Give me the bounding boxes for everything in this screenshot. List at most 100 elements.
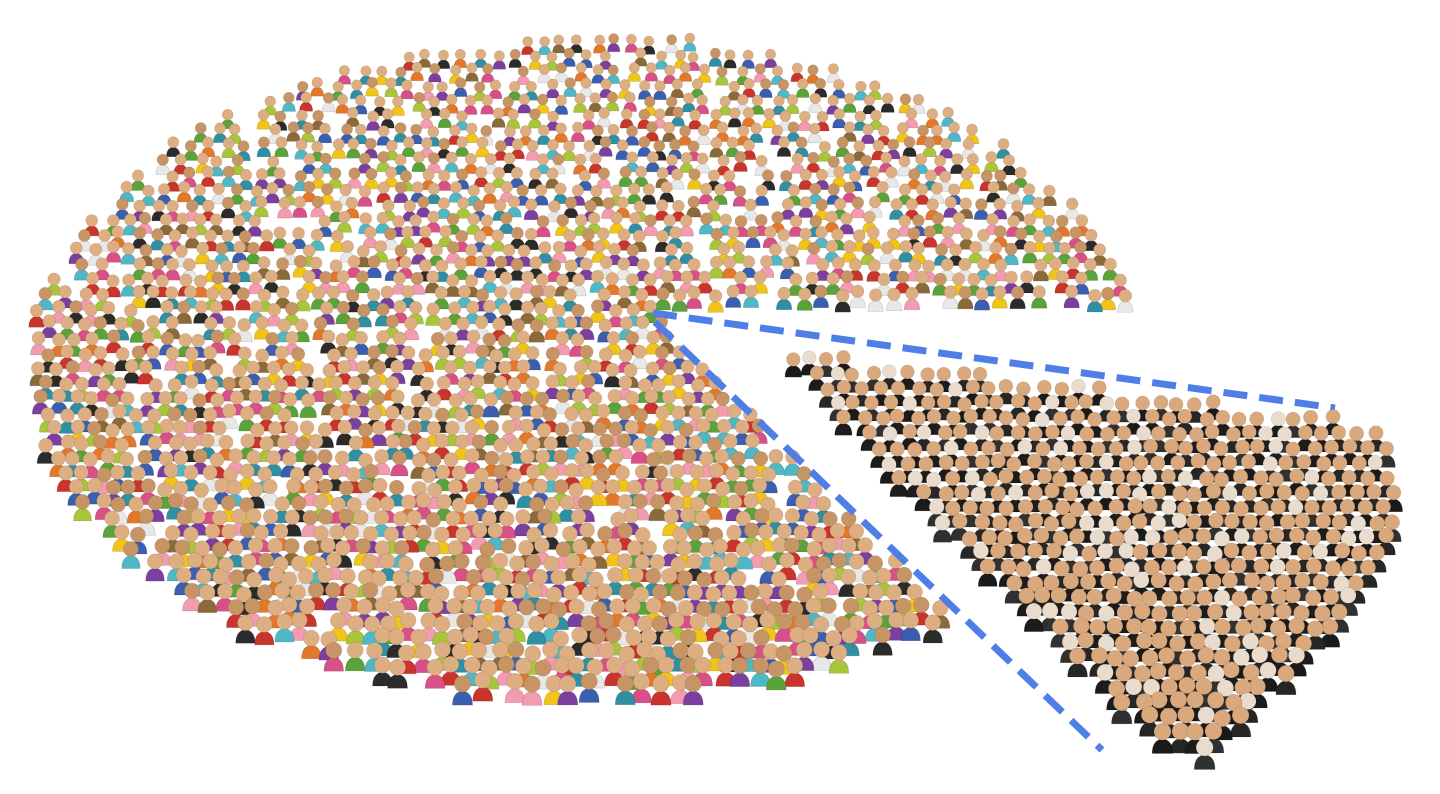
- figure-head: [33, 389, 48, 404]
- figure-head: [807, 242, 821, 255]
- figure-body: [957, 297, 974, 310]
- figure-head: [807, 482, 823, 498]
- crowd-person: [637, 136, 652, 157]
- figure-head: [568, 482, 584, 498]
- figure-head: [584, 199, 597, 213]
- crowd-person: [274, 136, 289, 158]
- figure-head: [85, 271, 100, 285]
- figure-head: [628, 182, 641, 196]
- figure-body: [254, 630, 275, 646]
- figure-head: [138, 508, 155, 524]
- figure-head: [291, 346, 306, 361]
- figure-head: [391, 450, 407, 466]
- figure-head: [430, 243, 443, 257]
- figure-body: [465, 72, 479, 82]
- figure-head: [204, 523, 221, 540]
- figure-head: [383, 526, 400, 542]
- figure-head: [221, 229, 235, 243]
- figure-head: [626, 302, 641, 317]
- figure-body: [867, 300, 884, 312]
- crowd-person: [526, 615, 547, 645]
- figure-head: [623, 508, 639, 524]
- figure-head: [462, 360, 477, 375]
- crowd-person: [591, 64, 605, 84]
- figure-head: [119, 451, 135, 467]
- figure-head: [526, 582, 543, 599]
- figure-head: [639, 79, 651, 92]
- figure-head: [653, 256, 667, 270]
- figure-head: [545, 316, 560, 330]
- crowd-person: [221, 137, 236, 159]
- figure-body: [725, 296, 742, 308]
- crowd-person: [264, 181, 280, 204]
- figure-head: [424, 541, 441, 558]
- figure-head: [346, 404, 362, 419]
- figure-head: [395, 66, 407, 78]
- figure-head: [377, 181, 390, 194]
- figure-head: [843, 152, 856, 165]
- figure-head: [734, 150, 747, 163]
- figure-head: [508, 405, 523, 420]
- figure-head: [399, 612, 417, 629]
- figure-head: [427, 126, 440, 138]
- figure-head: [31, 331, 46, 345]
- figure-head: [627, 567, 644, 584]
- figure-head: [258, 552, 275, 569]
- figure-head: [346, 289, 360, 303]
- figure-head: [492, 107, 505, 120]
- figure-head: [480, 214, 494, 227]
- figure-head: [827, 155, 840, 168]
- figure-body: [598, 146, 613, 157]
- figure-head: [484, 450, 500, 466]
- figure-head: [848, 257, 862, 272]
- figure-head: [518, 539, 535, 556]
- crowd-person: [884, 166, 899, 188]
- crowd-person: [538, 36, 552, 56]
- figure-head: [662, 361, 677, 376]
- figure-head: [379, 496, 395, 512]
- figure-head: [467, 184, 480, 197]
- figure-head: [867, 226, 880, 240]
- figure-head: [958, 285, 973, 300]
- figure-head: [707, 641, 725, 659]
- crowd-person: [644, 62, 658, 82]
- figure-head: [92, 434, 108, 450]
- figure-head: [885, 584, 902, 601]
- figure-body: [607, 42, 621, 53]
- figure-head: [698, 63, 711, 75]
- figure-head: [632, 344, 647, 359]
- figure-head: [172, 419, 188, 435]
- figure-head: [608, 449, 624, 465]
- figure-head: [249, 300, 264, 314]
- figure-head: [618, 583, 636, 601]
- figure-head: [232, 363, 247, 378]
- crowd-person: [384, 77, 399, 98]
- crowd-person: [345, 641, 366, 672]
- figure-head: [376, 329, 390, 344]
- figure-head: [679, 507, 696, 523]
- crowd-person: [1033, 258, 1049, 282]
- crowd-person: [545, 167, 560, 189]
- figure-head: [608, 303, 623, 318]
- figure-body: [528, 330, 545, 343]
- figure-head: [454, 257, 468, 271]
- crowd-person: [922, 614, 943, 644]
- figure-head: [360, 65, 372, 77]
- crowd-person: [991, 285, 1008, 309]
- figure-head: [184, 140, 197, 152]
- figure-head: [338, 480, 354, 496]
- figure-head: [993, 225, 1007, 238]
- figure-head: [497, 569, 515, 586]
- figure-head: [590, 269, 605, 283]
- figure-head: [689, 613, 706, 630]
- figure-head: [607, 389, 622, 404]
- crowd-person: [554, 62, 569, 82]
- figure-head: [357, 478, 373, 494]
- crowd-person: [750, 94, 765, 115]
- crowd-person: [145, 553, 165, 582]
- figure-head: [239, 522, 256, 539]
- figure-head: [852, 229, 866, 243]
- figure-head: [632, 493, 648, 509]
- figure-head: [84, 391, 99, 406]
- figure-head: [124, 303, 138, 318]
